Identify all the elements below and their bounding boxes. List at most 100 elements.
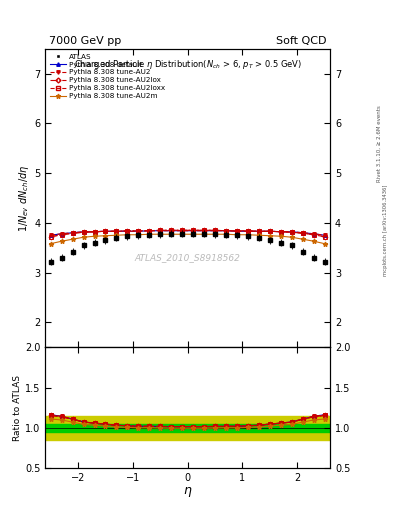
- Pythia 8.308 tune-AU2loxx: [322, 233, 327, 240]
- Pythia 8.308 tune-AU2: [279, 229, 283, 235]
- Pythia 8.308 tune-AU2lox: [103, 228, 108, 234]
- Pythia 8.308 default: [59, 231, 64, 237]
- Pythia 8.308 tune-AU2loxx: [158, 227, 163, 233]
- Pythia 8.308 tune-AU2lox: [114, 228, 119, 234]
- Pythia 8.308 tune-AU2lox: [191, 227, 195, 233]
- Pythia 8.308 tune-AU2: [59, 231, 64, 237]
- Pythia 8.308 tune-AU2m: [169, 231, 174, 238]
- Legend: ATLAS, Pythia 8.308 default, Pythia 8.308 tune-AU2, Pythia 8.308 tune-AU2lox, Py: ATLAS, Pythia 8.308 default, Pythia 8.30…: [49, 52, 167, 100]
- Pythia 8.308 tune-AU2m: [180, 231, 185, 238]
- Pythia 8.308 tune-AU2loxx: [103, 228, 108, 234]
- Text: Charged Particle $\eta$ Distribution($N_{ch}$ > 6, $p_{T}$ > 0.5 GeV): Charged Particle $\eta$ Distribution($N_…: [73, 57, 302, 71]
- Pythia 8.308 default: [114, 228, 119, 234]
- Pythia 8.308 default: [224, 228, 228, 234]
- Pythia 8.308 default: [103, 228, 108, 234]
- Pythia 8.308 default: [81, 229, 86, 235]
- Pythia 8.308 tune-AU2: [268, 228, 272, 234]
- Pythia 8.308 tune-AU2loxx: [70, 230, 75, 237]
- Pythia 8.308 tune-AU2: [136, 228, 141, 234]
- Line: Pythia 8.308 default: Pythia 8.308 default: [49, 229, 326, 237]
- Pythia 8.308 tune-AU2m: [246, 231, 250, 238]
- Pythia 8.308 default: [147, 228, 152, 234]
- Pythia 8.308 tune-AU2: [191, 228, 195, 234]
- Pythia 8.308 default: [136, 228, 141, 234]
- Pythia 8.308 tune-AU2m: [224, 231, 228, 238]
- Pythia 8.308 tune-AU2m: [92, 233, 97, 239]
- Pythia 8.308 default: [180, 228, 185, 234]
- Pythia 8.308 tune-AU2: [224, 228, 228, 234]
- Pythia 8.308 tune-AU2loxx: [81, 229, 86, 236]
- Pythia 8.308 tune-AU2m: [136, 231, 141, 238]
- Pythia 8.308 tune-AU2loxx: [114, 228, 119, 234]
- Pythia 8.308 tune-AU2lox: [289, 229, 294, 236]
- Y-axis label: $1/N_{ev}\ dN_{ch}/d\eta$: $1/N_{ev}\ dN_{ch}/d\eta$: [17, 164, 31, 232]
- Pythia 8.308 tune-AU2lox: [158, 227, 163, 233]
- Pythia 8.308 tune-AU2lox: [246, 228, 250, 234]
- Pythia 8.308 tune-AU2loxx: [92, 229, 97, 235]
- Pythia 8.308 tune-AU2lox: [257, 228, 261, 234]
- Pythia 8.308 tune-AU2: [70, 230, 75, 236]
- Pythia 8.308 tune-AU2: [300, 230, 305, 236]
- Pythia 8.308 default: [202, 228, 206, 234]
- Pythia 8.308 tune-AU2loxx: [125, 228, 130, 234]
- Pythia 8.308 tune-AU2lox: [92, 229, 97, 235]
- Pythia 8.308 tune-AU2: [289, 229, 294, 235]
- Pythia 8.308 tune-AU2lox: [279, 229, 283, 235]
- Pythia 8.308 tune-AU2loxx: [147, 228, 152, 234]
- Pythia 8.308 tune-AU2lox: [224, 228, 228, 234]
- Pythia 8.308 tune-AU2lox: [147, 228, 152, 234]
- Pythia 8.308 default: [191, 228, 195, 234]
- Pythia 8.308 tune-AU2loxx: [180, 227, 185, 233]
- Pythia 8.308 default: [235, 228, 239, 234]
- Pythia 8.308 default: [70, 230, 75, 236]
- Pythia 8.308 tune-AU2: [92, 229, 97, 235]
- Pythia 8.308 tune-AU2: [322, 232, 327, 238]
- Pythia 8.308 default: [246, 228, 250, 234]
- Pythia 8.308 default: [279, 229, 283, 235]
- Pythia 8.308 tune-AU2lox: [213, 227, 217, 233]
- Pythia 8.308 tune-AU2m: [279, 233, 283, 239]
- Pythia 8.308 tune-AU2loxx: [289, 229, 294, 236]
- Pythia 8.308 tune-AU2m: [158, 231, 163, 238]
- Pythia 8.308 tune-AU2lox: [59, 231, 64, 238]
- Pythia 8.308 tune-AU2m: [213, 231, 217, 238]
- Line: Pythia 8.308 tune-AU2lox: Pythia 8.308 tune-AU2lox: [49, 228, 326, 239]
- Pythia 8.308 tune-AU2: [311, 231, 316, 237]
- Pythia 8.308 default: [213, 228, 217, 234]
- Pythia 8.308 tune-AU2m: [268, 232, 272, 239]
- Pythia 8.308 tune-AU2m: [70, 236, 75, 242]
- Pythia 8.308 default: [158, 228, 163, 234]
- Pythia 8.308 tune-AU2: [125, 228, 130, 234]
- Pythia 8.308 tune-AU2: [169, 228, 174, 234]
- Pythia 8.308 tune-AU2loxx: [235, 228, 239, 234]
- Pythia 8.308 tune-AU2lox: [268, 228, 272, 234]
- Pythia 8.308 tune-AU2loxx: [191, 227, 195, 233]
- Pythia 8.308 tune-AU2lox: [322, 233, 327, 240]
- Pythia 8.308 tune-AU2loxx: [300, 230, 305, 237]
- Pythia 8.308 tune-AU2loxx: [213, 227, 217, 233]
- Y-axis label: Ratio to ATLAS: Ratio to ATLAS: [13, 375, 22, 441]
- Pythia 8.308 default: [289, 229, 294, 235]
- Pythia 8.308 tune-AU2loxx: [59, 231, 64, 238]
- Pythia 8.308 tune-AU2: [213, 228, 217, 234]
- Pythia 8.308 tune-AU2m: [125, 231, 130, 238]
- Pythia 8.308 tune-AU2m: [103, 232, 108, 239]
- Pythia 8.308 tune-AU2loxx: [224, 228, 228, 234]
- Pythia 8.308 default: [268, 228, 272, 234]
- Pythia 8.308 tune-AU2m: [202, 231, 206, 238]
- Pythia 8.308 tune-AU2lox: [125, 228, 130, 234]
- Pythia 8.308 default: [322, 232, 327, 238]
- Pythia 8.308 default: [300, 230, 305, 236]
- Bar: [45, 416, 330, 440]
- Pythia 8.308 tune-AU2lox: [180, 227, 185, 233]
- Pythia 8.308 tune-AU2: [48, 232, 53, 238]
- Pythia 8.308 tune-AU2lox: [169, 227, 174, 233]
- Pythia 8.308 default: [125, 228, 130, 234]
- Pythia 8.308 tune-AU2: [257, 228, 261, 234]
- Pythia 8.308 tune-AU2lox: [81, 229, 86, 236]
- Pythia 8.308 tune-AU2loxx: [246, 228, 250, 234]
- Pythia 8.308 tune-AU2lox: [136, 228, 141, 234]
- Pythia 8.308 tune-AU2loxx: [268, 228, 272, 234]
- Pythia 8.308 tune-AU2lox: [300, 230, 305, 237]
- Pythia 8.308 tune-AU2m: [59, 238, 64, 244]
